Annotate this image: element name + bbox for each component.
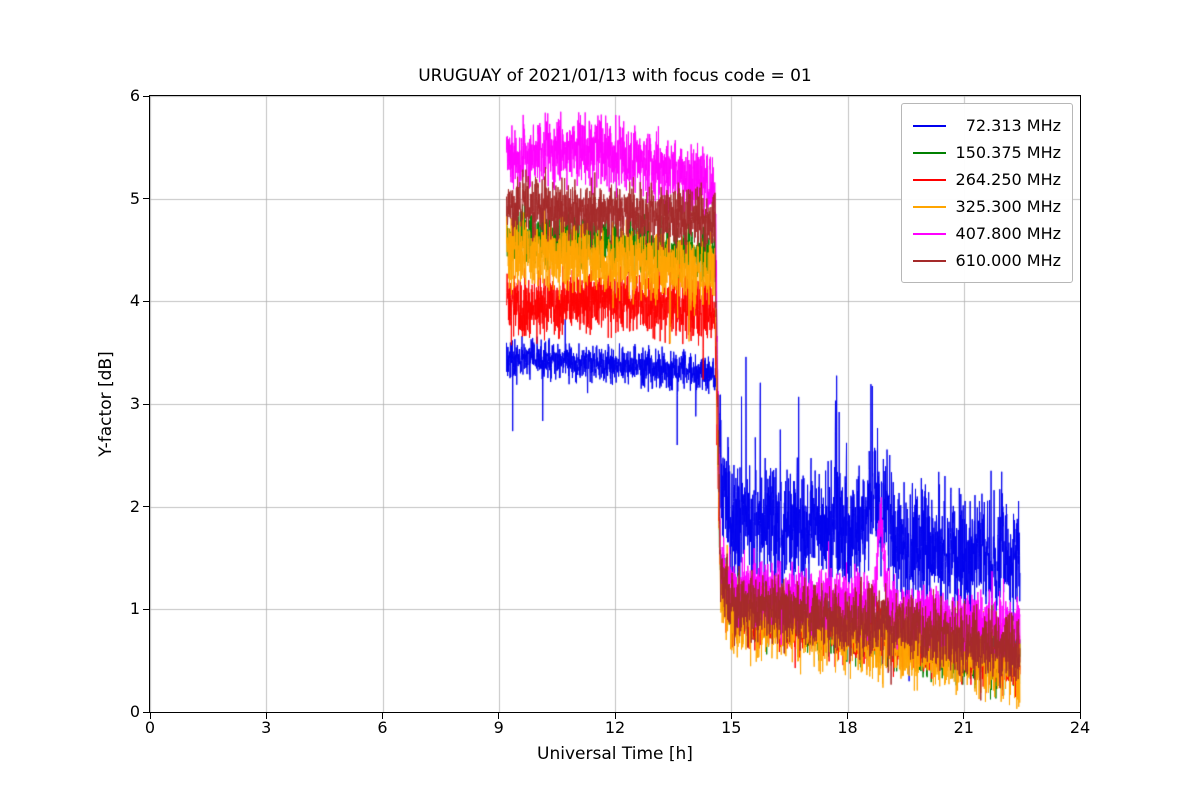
x-tick-label: 6 xyxy=(377,718,388,737)
y-tick-label: 0 xyxy=(129,702,140,721)
x-tick-label: 24 xyxy=(1069,718,1091,737)
x-tick-mark xyxy=(730,713,732,719)
legend: 72.313 MHz 150.375 MHz 264.250 MHz 325.300 … xyxy=(900,103,1073,283)
x-tick-label: 12 xyxy=(604,718,626,737)
x-axis-label: Universal Time [h] xyxy=(537,744,693,764)
x-tick-label: 0 xyxy=(144,718,156,737)
x-tick-mark xyxy=(149,713,151,719)
x-tick-label: 9 xyxy=(493,718,504,737)
y-tick-mark xyxy=(143,198,149,200)
y-tick-label: 3 xyxy=(129,394,140,413)
plot-area: 72.313 MHz 150.375 MHz 264.250 MHz 325.300 … xyxy=(149,95,1081,713)
legend-label: 72.313 MHz xyxy=(955,116,1061,135)
legend-line-swatch xyxy=(912,151,946,154)
x-tick-mark xyxy=(498,713,500,719)
x-tick-label: 18 xyxy=(837,718,858,737)
y-tick-label: 2 xyxy=(129,496,140,516)
chart-title: URUGUAY of 2021/01/13 with focus code = … xyxy=(418,66,812,86)
legend-label: 407.800 MHz xyxy=(955,224,1061,243)
legend-line-swatch xyxy=(912,178,946,181)
legend-item: 72.313 MHz xyxy=(912,112,1061,139)
x-tick-label: 21 xyxy=(953,718,974,737)
x-tick-mark xyxy=(614,713,616,719)
y-tick-label: 4 xyxy=(129,291,140,311)
legend-line-swatch xyxy=(912,259,946,262)
legend-label: 325.300 MHz xyxy=(955,197,1061,216)
legend-item: 407.800 MHz xyxy=(912,220,1061,247)
x-tick-label: 3 xyxy=(261,718,272,737)
legend-item: 150.375 MHz xyxy=(912,139,1061,166)
legend-line-swatch xyxy=(912,205,946,208)
legend-item: 325.300 MHz xyxy=(912,193,1061,220)
y-tick-mark xyxy=(143,506,149,508)
x-tick-mark xyxy=(847,713,848,719)
legend-line-swatch xyxy=(912,232,946,235)
legend-label: 150.375 MHz xyxy=(955,143,1061,162)
y-tick-label: 6 xyxy=(129,86,140,105)
legend-label: 264.250 MHz xyxy=(955,170,1061,189)
legend-label: 610.000 MHz xyxy=(955,251,1061,270)
legend-item: 264.250 MHz xyxy=(912,166,1061,193)
x-tick-mark xyxy=(1079,713,1081,719)
x-tick-label: 15 xyxy=(721,718,742,737)
y-tick-mark xyxy=(143,711,149,713)
x-tick-mark xyxy=(265,713,267,719)
x-tick-mark xyxy=(382,713,383,719)
y-tick-mark xyxy=(143,403,149,405)
y-tick-label: 1 xyxy=(129,599,140,619)
y-tick-mark xyxy=(143,608,149,610)
legend-line-swatch xyxy=(912,124,946,127)
y-tick-label: 5 xyxy=(129,188,140,208)
y-tick-mark xyxy=(143,300,149,302)
x-tick-mark xyxy=(963,713,965,719)
y-tick-mark xyxy=(143,95,149,97)
legend-item: 610.000 MHz xyxy=(912,247,1061,274)
